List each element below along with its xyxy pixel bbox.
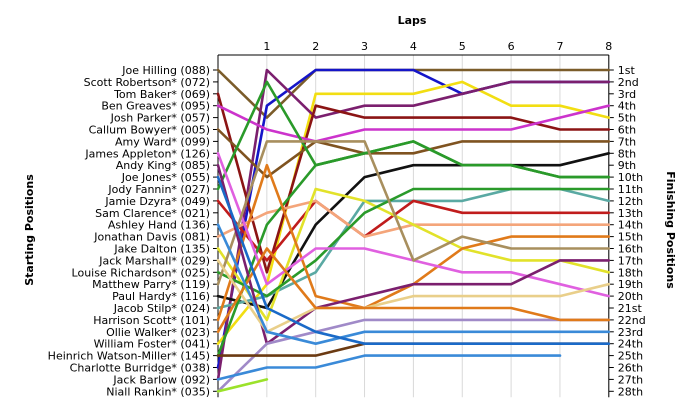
driver-line <box>216 259 611 334</box>
finishing-position-label: 27th <box>618 373 643 386</box>
driver-line <box>216 128 611 179</box>
driver-line <box>216 223 611 346</box>
x-tick-label: 7 <box>556 40 563 53</box>
starting-position-label: Matthew Parry* (119) <box>92 278 210 291</box>
driver-line <box>216 92 611 274</box>
starting-position-label: Niall Rankin* (035) <box>106 385 210 398</box>
finishing-position-label: 21st <box>618 302 643 315</box>
starting-position-label: Jacob Stilp* (024) <box>113 302 210 315</box>
finishing-position-label: 12th <box>618 195 643 208</box>
driver-line <box>216 140 611 286</box>
driver-line <box>216 163 611 346</box>
finishing-position-label: 17th <box>618 254 643 267</box>
finishing-position-label: 26th <box>618 362 643 375</box>
starting-position-label: Andy King* (085) <box>116 159 210 172</box>
driver-line <box>216 354 562 381</box>
finishing-position-label: 25th <box>618 350 643 363</box>
starting-position-label: Jack Marshall* (029) <box>98 254 210 267</box>
driver-line <box>216 199 611 262</box>
starting-position-label: Ben Greaves* (095) <box>101 100 210 113</box>
finishing-position-label: 14th <box>618 219 643 232</box>
finishing-position-label: 24th <box>618 338 643 351</box>
x-tick-label: 2 <box>312 40 319 53</box>
starting-position-label: Scott Robertson* (072) <box>84 76 210 89</box>
driver-line <box>216 247 611 334</box>
starting-position-label: Harrison Scott* (101) <box>93 314 210 327</box>
finishing-position-label: 2nd <box>618 76 639 89</box>
finishing-position-label: 1st <box>618 64 636 77</box>
starting-position-label: Charlotte Burridge* (038) <box>70 362 210 375</box>
driver-line <box>216 152 611 310</box>
x-tick-label: 4 <box>410 40 417 53</box>
x-tick-label: 6 <box>508 40 515 53</box>
finishing-position-label: 13th <box>618 207 643 220</box>
x-tick-label: 3 <box>361 40 368 53</box>
driver-line <box>216 378 269 393</box>
driver-line <box>216 175 611 346</box>
starting-position-label: Jonathan Davis (081) <box>93 231 210 244</box>
starting-position-label: Amy Ward* (099) <box>115 135 210 148</box>
starting-position-label: Heinrich Watson-Miller* (145) <box>48 350 210 363</box>
starting-position-label: Tom Baker* (069) <box>113 88 210 101</box>
finishing-position-label: 18th <box>618 266 643 279</box>
starting-position-label: Jake Dalton (135) <box>113 243 210 256</box>
right-axis-title: Finishing Positions <box>664 171 677 289</box>
starting-position-label: Ashley Hand (136) <box>108 219 210 232</box>
x-tick-label: 8 <box>605 40 612 53</box>
finishing-position-label: 19th <box>618 278 643 291</box>
finishing-position-label: 7th <box>618 135 636 148</box>
finishing-position-label: 22nd <box>618 314 646 327</box>
finishing-position-label: 11th <box>618 183 643 196</box>
tick-labels: 1 2 3 4 5 6 7 8 Joe Hilling (088) 1st Scott Robert… <box>48 40 646 398</box>
driver-line <box>216 318 611 393</box>
finishing-position-label: 8th <box>618 147 636 160</box>
finishing-position-label: 15th <box>618 231 643 244</box>
finishing-position-label: 5th <box>618 112 636 125</box>
driver-line <box>216 187 611 298</box>
starting-position-label: Joe Hilling (088) <box>121 64 210 77</box>
starting-position-label: Jack Barlow (092) <box>112 373 210 386</box>
series-lines <box>216 68 611 393</box>
finishing-position-label: 4th <box>618 100 636 113</box>
starting-position-label: Ollie Walker* (023) <box>106 326 210 339</box>
gridlines <box>266 55 610 398</box>
starting-position-label: Sam Clarence* (021) <box>95 207 210 220</box>
x-axis-title: Laps <box>398 14 427 27</box>
axes <box>213 54 614 398</box>
driver-line <box>216 68 611 381</box>
driver-line <box>216 187 611 322</box>
x-tick-label: 5 <box>459 40 466 53</box>
left-axis-title: Starting Positions <box>23 174 36 286</box>
driver-line <box>216 140 611 357</box>
finishing-position-label: 6th <box>618 124 636 137</box>
finishing-position-label: 16th <box>618 243 643 256</box>
starting-position-label: Jamie Dzyra* (049) <box>104 195 210 208</box>
starting-position-label: William Foster* (041) <box>94 338 210 351</box>
starting-position-label: Louise Richardson* (025) <box>72 266 210 279</box>
finishing-position-label: 28th <box>618 385 643 398</box>
x-tick-label: 1 <box>263 40 270 53</box>
finishing-position-label: 3rd <box>618 88 636 101</box>
finishing-position-label: 9th <box>618 159 636 172</box>
starting-position-label: Josh Parker* (057) <box>110 112 210 125</box>
finishing-position-label: 20th <box>618 290 643 303</box>
starting-position-label: Paul Hardy* (116) <box>112 290 210 303</box>
finishing-position-label: 23rd <box>618 326 643 339</box>
starting-position-label: Jody Fannin* (027) <box>107 183 210 196</box>
driver-line <box>216 104 611 143</box>
starting-position-label: Callum Bowyer* (005) <box>89 124 210 137</box>
finishing-position-label: 10th <box>618 171 643 184</box>
starting-position-label: Joe Jones* (055) <box>121 171 210 184</box>
starting-position-label: James Appleton* (126) <box>84 147 210 160</box>
